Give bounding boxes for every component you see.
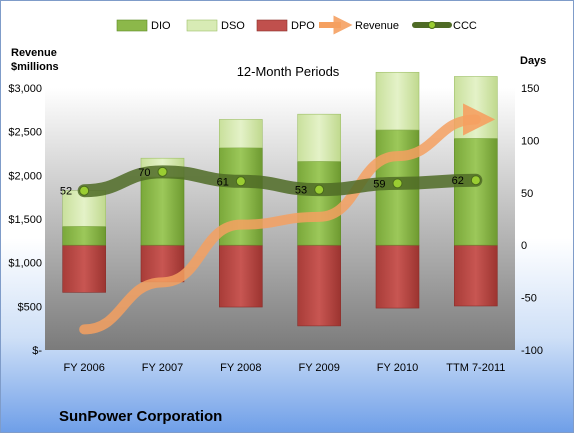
left-tick-label: $2,000 — [8, 170, 42, 182]
right-axis-title: Days — [520, 55, 546, 67]
category-label: FY 2007 — [142, 362, 183, 374]
ccc-point — [470, 175, 481, 186]
ccc-data-label: 53 — [295, 185, 307, 197]
category-label: FY 2008 — [220, 362, 261, 374]
bar-dio — [62, 226, 106, 246]
legend-label-revenue: Revenue — [355, 20, 399, 32]
legend: DIO DSO DPO Revenue CCC — [116, 15, 477, 35]
chart-title: 12-Month Periods — [237, 64, 340, 79]
ccc-data-label: 62 — [452, 175, 464, 187]
left-tick-label: $- — [32, 345, 42, 357]
left-axis-title-line2: $millions — [11, 61, 59, 73]
category-label: FY 2009 — [298, 362, 339, 374]
left-axis: $- $500 $1,000 $1,500 $2,000 $2,500 $3,000 — [8, 83, 42, 357]
left-axis-title-line1: Revenue — [11, 47, 57, 59]
legend-label-dio: DIO — [151, 20, 171, 32]
ccc-data-label: 61 — [217, 176, 229, 188]
legend-swatch-ccc-dot — [428, 21, 436, 29]
right-tick-label: 0 — [521, 240, 527, 252]
bar-dso — [219, 119, 263, 149]
ccc-point — [392, 178, 403, 189]
left-tick-label: $1,000 — [8, 258, 42, 270]
left-tick-label: $1,500 — [8, 214, 42, 226]
left-tick-label: $500 — [18, 301, 42, 313]
ccc-point — [235, 176, 246, 187]
ccc-point — [314, 184, 325, 195]
right-tick-label: 50 — [521, 188, 533, 200]
left-tick-label: $2,500 — [8, 127, 42, 139]
bar-dpo — [454, 244, 498, 307]
right-tick-label: -100 — [521, 345, 543, 357]
bar-dso — [297, 113, 341, 162]
left-tick-label: $3,000 — [8, 83, 42, 95]
bar-dpo — [62, 244, 106, 293]
category-label: TTM 7-2011 — [446, 362, 505, 374]
x-axis: FY 2006 FY 2007 FY 2008 FY 2009 FY 2010 TTM 7… — [63, 362, 505, 374]
bar-dpo — [297, 244, 341, 327]
ccc-data-label: 70 — [138, 167, 150, 179]
right-axis: -100 -50 0 50 100 150 — [521, 83, 543, 357]
legend-label-ccc: CCC — [453, 20, 477, 32]
category-label: FY 2010 — [377, 362, 418, 374]
legend-swatch-dso — [186, 19, 218, 32]
ccc-point — [157, 166, 168, 177]
revenue-line — [79, 103, 496, 335]
right-tick-label: 150 — [521, 83, 539, 95]
ccc-series: 52 70 61 53 59 62 — [60, 165, 483, 198]
legend-label-dso: DSO — [221, 20, 245, 32]
legend-swatch-dio — [116, 19, 148, 32]
category-label: FY 2006 — [63, 362, 104, 374]
right-tick-label: -50 — [521, 293, 537, 305]
bar-dio — [454, 138, 498, 246]
ccc-data-label: 52 — [60, 186, 72, 198]
legend-swatch-dpo — [256, 19, 288, 32]
right-tick-label: 100 — [521, 135, 539, 147]
revenue-series — [79, 103, 496, 335]
ccc-point — [79, 185, 90, 196]
legend-label-dpo: DPO — [291, 20, 315, 32]
ccc-line — [77, 165, 483, 198]
bar-dso — [375, 71, 420, 131]
bar-dpo — [375, 244, 420, 309]
bar-dso — [454, 76, 498, 139]
bar-dio — [140, 176, 185, 246]
company-name: SunPower Corporation — [59, 408, 222, 425]
bar-dpo — [219, 244, 263, 308]
bar-dio — [297, 161, 341, 246]
ccc-data-label: 59 — [373, 178, 385, 190]
